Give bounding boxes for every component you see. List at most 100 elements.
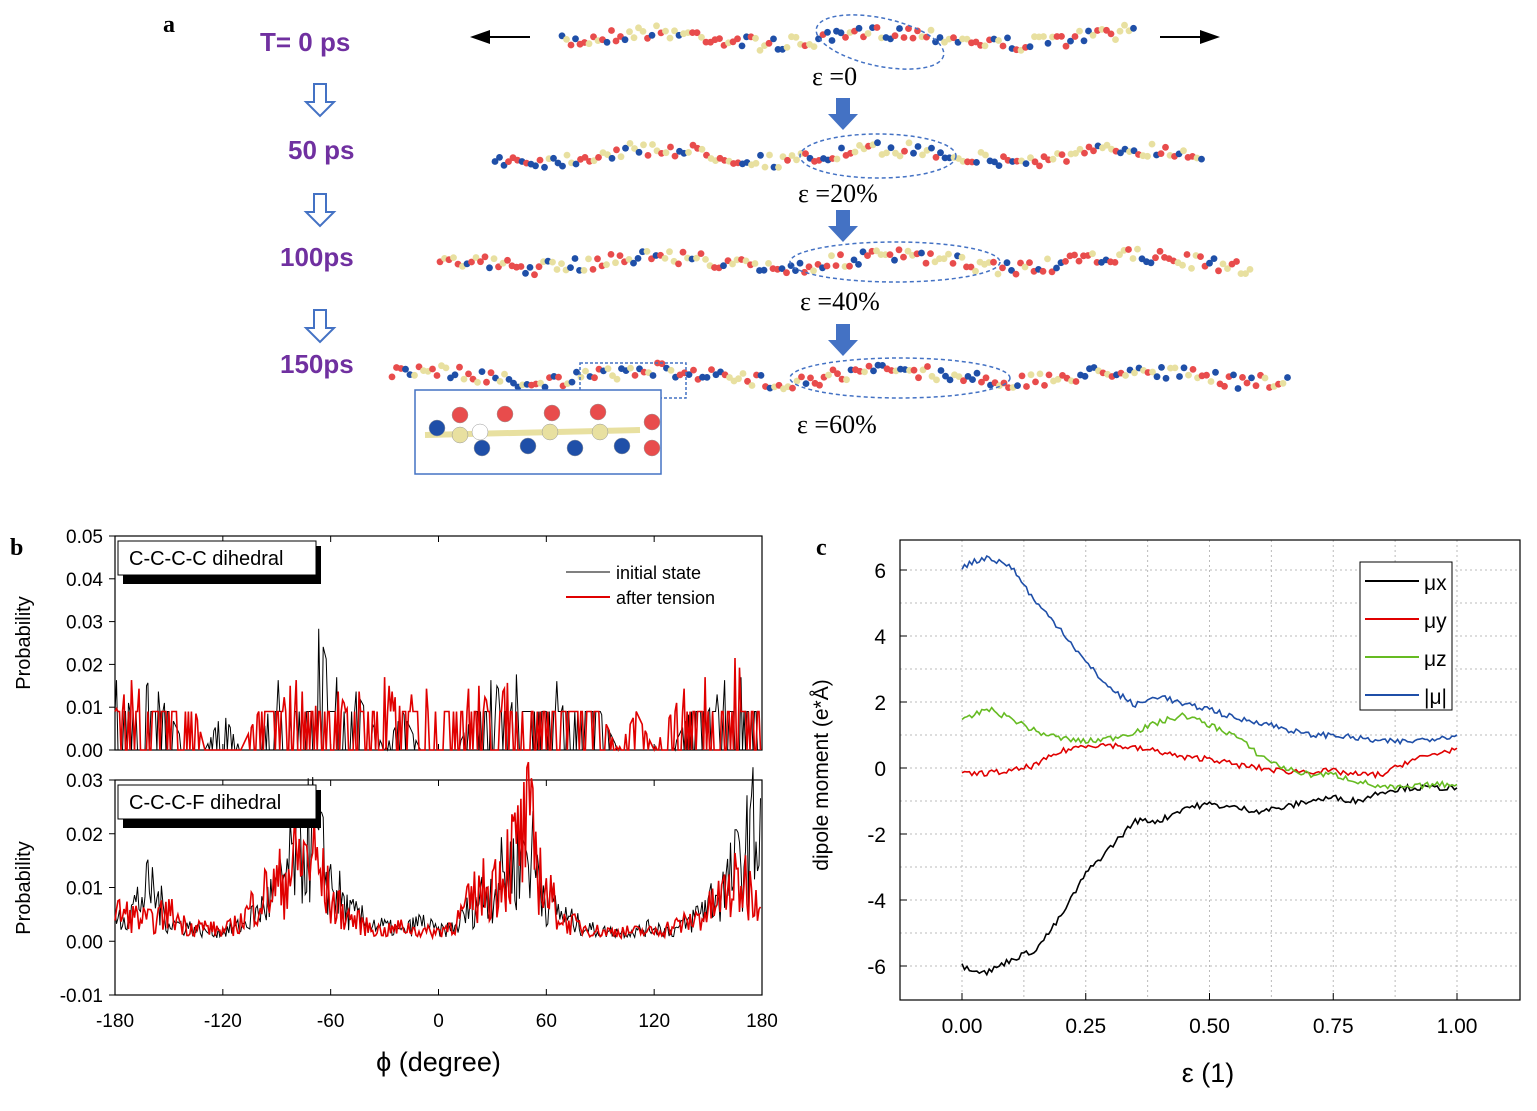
atom	[864, 252, 871, 259]
inset-atom	[428, 419, 446, 437]
atom	[919, 151, 926, 159]
atom	[918, 249, 925, 257]
atom	[634, 255, 642, 262]
atom	[531, 271, 538, 279]
atom	[456, 363, 463, 371]
atom	[675, 260, 682, 268]
atom	[690, 366, 697, 374]
atom	[532, 162, 539, 170]
atom	[631, 145, 638, 152]
atom	[1125, 246, 1132, 253]
atom	[662, 27, 669, 35]
atom	[915, 374, 922, 382]
atom	[742, 257, 750, 265]
atom	[1248, 374, 1255, 382]
atom	[932, 153, 940, 161]
atom	[1279, 380, 1287, 387]
atom	[685, 371, 693, 378]
x-tick-label: 0.50	[1189, 1015, 1230, 1038]
atom	[823, 262, 831, 270]
chart-title: C-C-C-C dihedral	[129, 548, 283, 570]
x-tick-label: -120	[204, 1011, 242, 1032]
atom	[708, 366, 715, 373]
atom	[909, 34, 917, 42]
atom	[613, 146, 620, 154]
legend-box	[1359, 561, 1453, 711]
x-tick-label: 0.75	[1313, 1015, 1354, 1038]
atom	[1131, 369, 1138, 377]
atom	[626, 28, 633, 36]
title-box	[117, 540, 317, 576]
atom	[563, 151, 571, 159]
atom	[1049, 155, 1057, 163]
highlight-ellipses	[579, 14, 1011, 399]
atom	[613, 375, 621, 383]
atom	[1044, 255, 1051, 263]
atom	[568, 378, 576, 386]
atom	[1234, 385, 1242, 392]
atom	[1081, 149, 1088, 157]
atom	[1221, 382, 1228, 390]
atom	[429, 365, 436, 373]
atom	[510, 379, 517, 387]
legend-label-mu-abs: |μ|	[1424, 686, 1447, 709]
y-tick-label: 0.03	[66, 771, 103, 792]
atom	[942, 372, 949, 380]
atom	[891, 256, 898, 264]
atom	[999, 264, 1006, 272]
y-tick-label: 0.00	[66, 741, 103, 762]
y-axis-label: Probability	[13, 841, 35, 934]
atom	[604, 151, 611, 159]
atom	[1219, 260, 1227, 268]
atom	[958, 253, 966, 261]
atom	[1090, 147, 1097, 155]
atom	[1018, 372, 1026, 380]
atom	[807, 374, 814, 382]
atom	[910, 149, 917, 157]
atom	[487, 369, 495, 377]
y-tick-label: 0.03	[66, 613, 103, 634]
atom	[1183, 251, 1191, 258]
atom	[1081, 372, 1089, 380]
atom	[450, 254, 457, 261]
series-line-mu-y	[961, 742, 1458, 780]
dihedral-title-box: C-C-C-C dihedral	[117, 540, 321, 584]
atom	[859, 248, 867, 256]
atom	[608, 154, 616, 162]
y-axis-label: Probability	[13, 596, 35, 689]
atom	[433, 372, 441, 379]
atom	[1224, 265, 1231, 272]
atom	[1045, 371, 1053, 379]
atom	[550, 154, 557, 162]
atom	[1027, 371, 1035, 379]
atom	[1134, 245, 1141, 253]
atom	[846, 262, 853, 270]
atom	[582, 367, 589, 375]
atom	[837, 251, 844, 259]
atom	[1021, 263, 1029, 271]
series-line-after-tension	[114, 761, 762, 941]
atom	[640, 141, 647, 149]
atom	[505, 376, 513, 383]
atom	[829, 366, 837, 374]
x-tick-label: 0	[433, 1011, 444, 1032]
atom	[1089, 250, 1096, 258]
atom	[496, 378, 504, 385]
atom	[761, 163, 769, 171]
atom	[949, 260, 957, 267]
atom	[517, 263, 525, 270]
atom	[1004, 34, 1011, 42]
atom	[643, 248, 651, 255]
atom	[720, 262, 727, 270]
atom	[477, 258, 484, 266]
atom	[895, 246, 903, 254]
atom	[1176, 373, 1183, 380]
chain-1	[491, 139, 1205, 171]
atom	[679, 248, 687, 256]
atom	[580, 267, 588, 274]
atom	[1072, 378, 1080, 385]
atom	[1261, 374, 1269, 382]
legend-label-mu-y: μy	[1424, 610, 1447, 633]
atom	[541, 163, 548, 171]
panel-a: a T= 0 ps 50 ps 100ps 150ps ε =0 ε =20% …	[163, 12, 1291, 475]
